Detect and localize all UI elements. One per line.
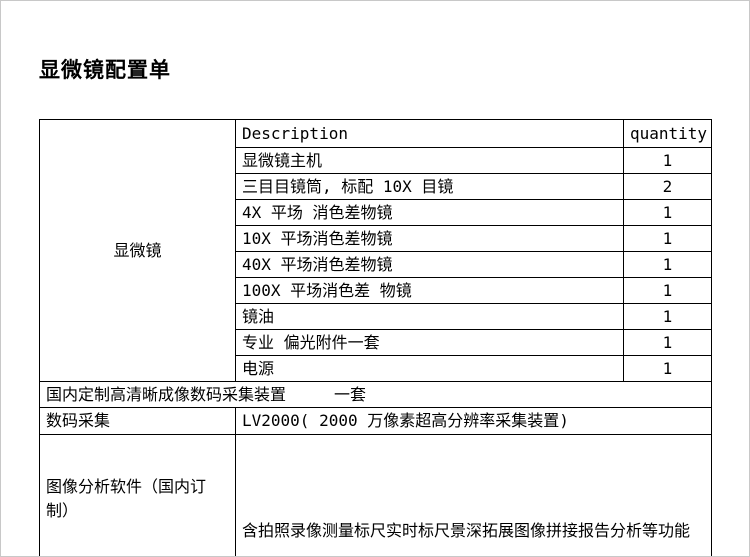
page-title: 显微镜配置单 (39, 59, 171, 82)
description-cell: 显微镜主机 (235, 147, 624, 174)
quantity-cell: 1 (623, 329, 712, 356)
quantity-cell: 1 (623, 277, 712, 304)
table-row: 三目目镜筒, 标配 10X 目镜 2 (40, 173, 712, 200)
software-value-cell: 含拍照录像测量标尺实时标尺景深拓展图像拼接报告分析等功能 (235, 433, 712, 556)
description-cell: 电源 (235, 355, 624, 382)
config-table: 显微镜 Description quantity 显微镜主机 1 三目目镜筒, … (39, 119, 712, 556)
description-cell: 镜油 (235, 303, 624, 330)
description-cell: 三目目镜筒, 标配 10X 目镜 (235, 173, 624, 200)
description-cell: 专业 偏光附件一套 (235, 329, 624, 356)
table-row: 镜油 1 (40, 303, 712, 330)
digital-capture-row: 数码采集 LV2000( 2000 万像素超高分辨率采集装置) (39, 407, 712, 435)
table-row: 4X 平场 消色差物镜 1 (40, 199, 712, 226)
quantity-cell: 1 (623, 251, 712, 278)
quantity-cell: 2 (623, 173, 712, 200)
quantity-cell: 1 (623, 225, 712, 252)
table-row: 显微镜主机 1 (40, 147, 712, 174)
software-label-cell: 图像分析软件（国内订制） ImageAnalysisSystem11 (39, 433, 236, 556)
software-row: 图像分析软件（国内订制） ImageAnalysisSystem11 含拍照录像… (39, 433, 712, 556)
column-header-quantity: quantity (623, 119, 712, 148)
software-label-line1: 图像分析软件（国内订制） (46, 477, 207, 521)
digital-capture-label: 数码采集 (39, 407, 236, 435)
table-row: 100X 平场消色差 物镜 1 (40, 277, 712, 304)
quantity-cell: 1 (623, 303, 712, 330)
description-cell: 4X 平场 消色差物镜 (235, 199, 624, 226)
table-row: 40X 平场消色差物镜 1 (40, 251, 712, 278)
quantity-cell: 1 (623, 199, 712, 226)
description-cell: 100X 平场消色差 物镜 (235, 277, 624, 304)
group-cell-microscope: 显微镜 (39, 119, 236, 382)
description-cell: 40X 平场消色差物镜 (235, 251, 624, 278)
table-header-row: 显微镜 Description quantity (39, 119, 712, 382)
full-width-cell: 国内定制高清晰成像数码采集装置 一套 (39, 381, 712, 408)
column-header-description: Description (235, 119, 624, 148)
full-width-row: 国内定制高清晰成像数码采集装置 一套 (39, 381, 712, 408)
description-cell: 10X 平场消色差物镜 (235, 225, 624, 252)
digital-capture-value: LV2000( 2000 万像素超高分辨率采集装置) (235, 407, 712, 435)
quantity-cell: 1 (623, 147, 712, 174)
quantity-cell: 1 (623, 355, 712, 382)
